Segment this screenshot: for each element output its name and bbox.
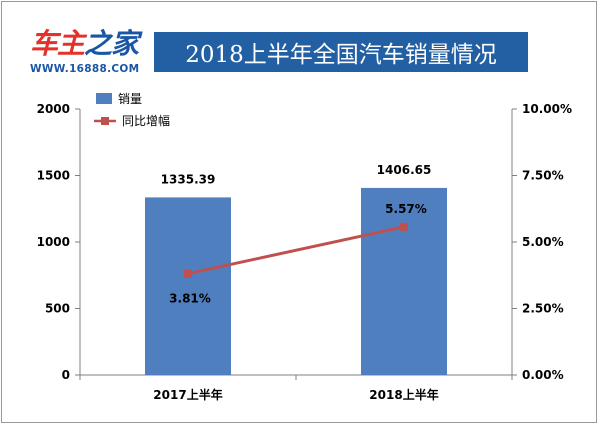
y-right-tick-label: 2.50% bbox=[522, 302, 564, 316]
logo-part-1: 车主 bbox=[30, 27, 85, 60]
x-tick-label: 2018上半年 bbox=[369, 387, 438, 402]
line-series bbox=[187, 225, 405, 276]
line-point bbox=[400, 222, 408, 231]
y-left-tick-label: 0 bbox=[62, 368, 70, 382]
line-data-label: 3.81% bbox=[169, 292, 211, 306]
y-right-tick-label: 0.00% bbox=[522, 368, 564, 382]
y-left-tick-label: 500 bbox=[45, 302, 70, 316]
brand-logo: 车主之家 WWW.16888.COM bbox=[30, 28, 148, 80]
legend-bar-label: 销量 bbox=[118, 92, 142, 106]
legend-line-label: 同比增幅 bbox=[122, 113, 170, 128]
logo-url: WWW.16888.COM bbox=[30, 63, 140, 75]
chart-title: 2018上半年全国汽车销量情况 bbox=[185, 42, 497, 68]
logo-part-2: 之家 bbox=[84, 27, 139, 60]
y-right-tick-label: 10.00% bbox=[522, 102, 572, 116]
y-right-tick-label: 5.00% bbox=[522, 235, 564, 249]
x-tick-label: 2017上半年 bbox=[153, 387, 222, 402]
bar bbox=[145, 197, 231, 375]
line-point bbox=[184, 269, 192, 278]
y-left-tick-label: 1000 bbox=[37, 235, 70, 249]
y-left-tick-label: 1500 bbox=[37, 169, 70, 183]
bar-data-label: 1406.65 bbox=[377, 163, 432, 177]
y-left-tick-label: 2000 bbox=[37, 102, 70, 116]
bar bbox=[361, 187, 447, 375]
legend-bar-swatch bbox=[96, 93, 112, 104]
line-data-label: 5.57% bbox=[385, 202, 427, 216]
legend-line-marker bbox=[101, 117, 109, 125]
logo-wordmark: 车主之家 bbox=[30, 27, 139, 60]
bar-data-label: 1335.39 bbox=[161, 172, 216, 186]
y-right-tick-label: 7.50% bbox=[522, 169, 564, 183]
title-banner: 2018上半年全国汽车销量情况 bbox=[154, 32, 528, 72]
